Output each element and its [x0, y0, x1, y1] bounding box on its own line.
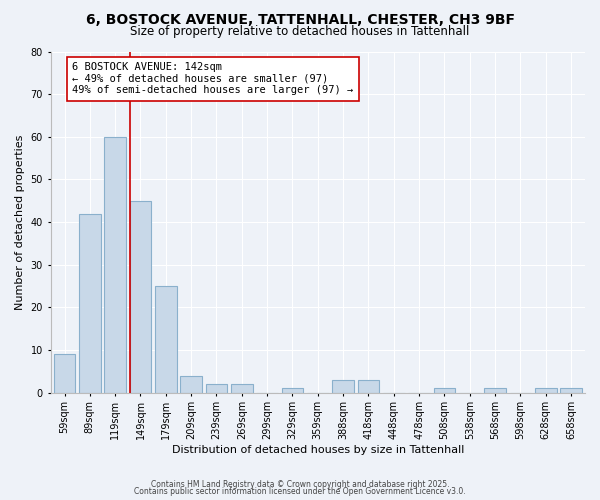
Text: Size of property relative to detached houses in Tattenhall: Size of property relative to detached ho… [130, 25, 470, 38]
Text: Contains public sector information licensed under the Open Government Licence v3: Contains public sector information licen… [134, 487, 466, 496]
Bar [130, 200, 151, 392]
Bar [206, 384, 227, 392]
Text: 6, BOSTOCK AVENUE, TATTENHALL, CHESTER, CH3 9BF: 6, BOSTOCK AVENUE, TATTENHALL, CHESTER, … [86, 12, 515, 26]
Bar [281, 388, 303, 392]
Bar [79, 214, 101, 392]
Bar [560, 388, 582, 392]
Bar [332, 380, 354, 392]
Bar [535, 388, 557, 392]
Bar [434, 388, 455, 392]
Bar [484, 388, 506, 392]
Bar [155, 286, 176, 393]
Text: 6 BOSTOCK AVENUE: 142sqm
← 49% of detached houses are smaller (97)
49% of semi-d: 6 BOSTOCK AVENUE: 142sqm ← 49% of detach… [72, 62, 353, 96]
Text: Contains HM Land Registry data © Crown copyright and database right 2025.: Contains HM Land Registry data © Crown c… [151, 480, 449, 489]
Y-axis label: Number of detached properties: Number of detached properties [15, 134, 25, 310]
X-axis label: Distribution of detached houses by size in Tattenhall: Distribution of detached houses by size … [172, 445, 464, 455]
Bar [231, 384, 253, 392]
Bar [181, 376, 202, 392]
Bar [54, 354, 75, 393]
Bar [358, 380, 379, 392]
Bar [104, 137, 126, 392]
